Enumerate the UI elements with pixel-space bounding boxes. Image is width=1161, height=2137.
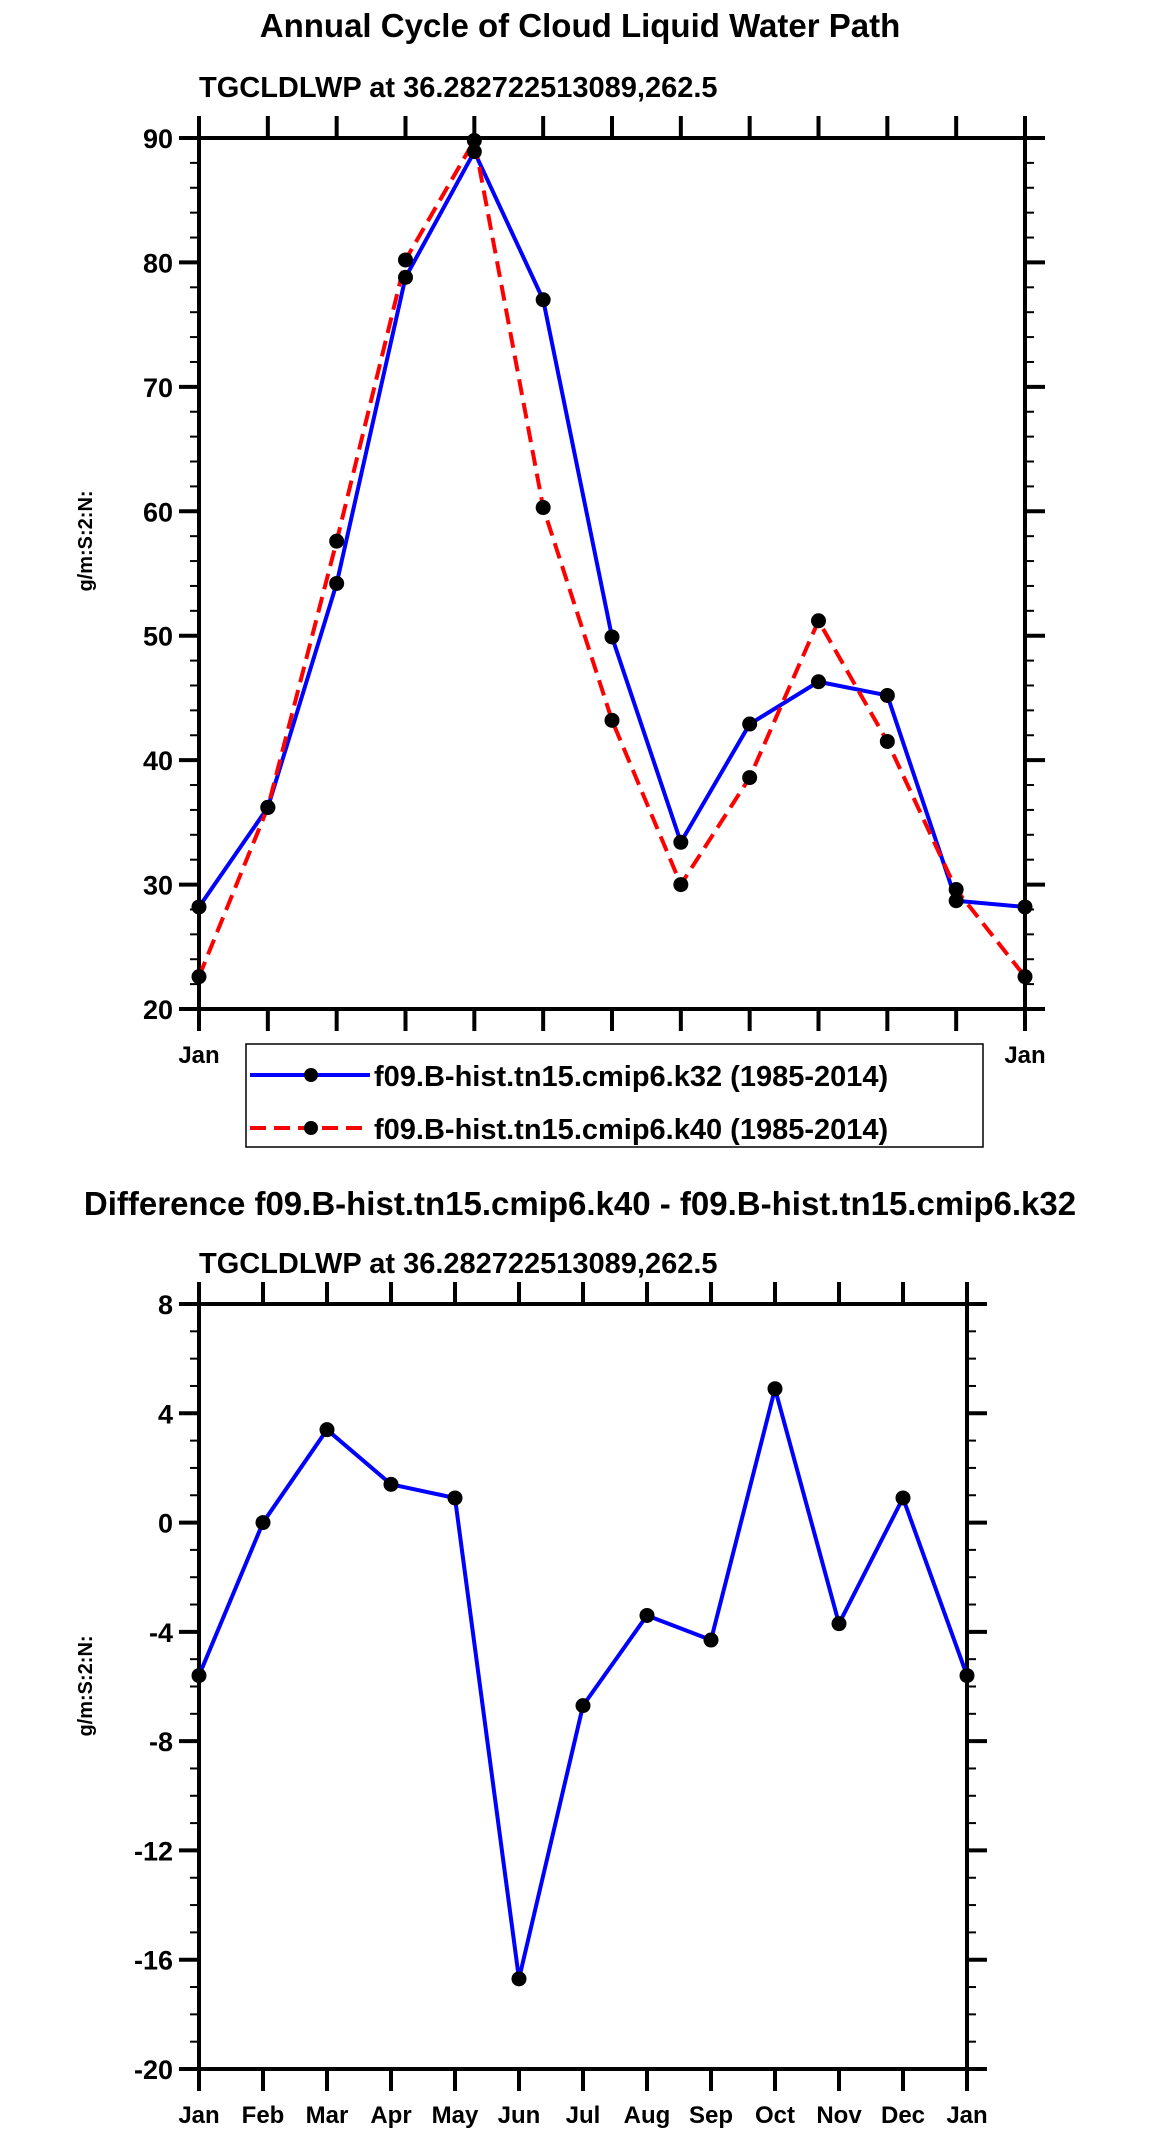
legend-label-k32: f09.B-hist.tn15.cmip6.k32 (1985-2014) (374, 1061, 888, 1093)
data-point-0 (329, 575, 345, 591)
y-tick-label: 4 (158, 1399, 173, 1429)
x-tick-label: Oct (755, 2102, 795, 2129)
data-point-0 (191, 1668, 207, 1684)
data-point-0 (639, 1607, 655, 1623)
x-tick-label: Jan (178, 1042, 219, 1069)
data-point-0 (767, 1381, 783, 1397)
data-point-0 (879, 687, 895, 703)
data-point-0 (535, 292, 551, 308)
y-tick-label: 8 (158, 1290, 173, 1320)
legend-entry-k40: f09.B-hist.tn15.cmip6.k40 (1985-2014) (250, 1114, 888, 1146)
x-tick-label: Jan (1004, 1042, 1045, 1069)
data-point-0 (319, 1422, 335, 1438)
data-point-0 (466, 144, 482, 160)
y-tick-label: 70 (143, 373, 173, 403)
series-line-0 (197, 1386, 969, 1981)
x-tick-label: Aug (624, 2102, 671, 2129)
data-point-0 (948, 893, 964, 909)
data-point-0 (604, 629, 620, 645)
data-point-0 (383, 1476, 399, 1492)
y-tick-label: 40 (143, 746, 173, 776)
data-point-0 (575, 1698, 591, 1714)
data-point-0 (191, 899, 207, 915)
legend-label-k40: f09.B-hist.tn15.cmip6.k40 (1985-2014) (374, 1114, 888, 1146)
x-tick-label: May (432, 2102, 479, 2129)
data-point-1 (1017, 969, 1033, 985)
y-tick-label: 90 (143, 124, 173, 154)
y-tick-label: -12 (134, 1836, 173, 1866)
data-point-1 (879, 733, 895, 749)
x-tick-label: Dec (881, 2102, 925, 2129)
y-tick-label: 60 (143, 497, 173, 527)
bottom-chart-plot: -20 -16 -12 -8 -4 0 4 8 Jan Feb Mar Apr May Jun Jul Aug… (134, 1282, 988, 2129)
data-point-1 (329, 533, 345, 549)
y-tick-label: 80 (143, 248, 173, 278)
legend-entry-k32: f09.B-hist.tn15.cmip6.k32 (1985-2014) (250, 1061, 888, 1093)
y-tick-label: -8 (149, 1727, 173, 1757)
x-tick-label: Jul (566, 2102, 601, 2129)
data-point-0 (959, 1668, 975, 1684)
top-chart-plot: 2030405060708090JanFebMarAprMayJunJulAug… (143, 116, 1046, 1069)
data-point-1 (535, 500, 551, 516)
data-point-1 (466, 132, 482, 148)
series-line-0 (197, 149, 1026, 909)
y-tick-label: -4 (149, 1618, 173, 1648)
x-tick-label: Apr (370, 2102, 411, 2129)
data-point-1 (948, 882, 964, 898)
series-line-1 (197, 138, 1027, 978)
data-point-1 (604, 712, 620, 728)
x-tick-label: Jan (178, 2102, 219, 2129)
legend: f09.B-hist.tn15.cmip6.k32 (1985-2014) f0… (245, 1043, 984, 1148)
data-point-1 (260, 799, 276, 815)
top-chart-ylabel: g/m:S:2:N: (75, 490, 97, 591)
bottom-chart-subtitle: TGCLDLWP at 36.282722513089,262.5 (199, 1248, 718, 1280)
legend-marker-k32 (304, 1068, 318, 1082)
plot-frame (197, 1302, 969, 2071)
data-point-1 (191, 969, 207, 985)
data-point-1 (398, 252, 413, 268)
data-point-0 (703, 1632, 719, 1648)
top-chart-title: Annual Cycle of Cloud Liquid Water Path (260, 7, 900, 44)
x-tick-label: Mar (306, 2102, 349, 2129)
data-point-0 (1017, 899, 1033, 915)
data-point-1 (742, 770, 758, 786)
top-chart-subtitle: TGCLDLWP at 36.282722513089,262.5 (199, 72, 718, 104)
bottom-chart-ylabel: g/m:S:2:N: (75, 1635, 97, 1736)
legend-marker-k40 (304, 1121, 318, 1135)
data-point-0 (811, 674, 826, 690)
x-tick-label: Feb (242, 2102, 285, 2129)
data-point-0 (398, 269, 413, 285)
data-point-1 (673, 877, 689, 893)
data-point-0 (742, 716, 758, 732)
data-point-0 (447, 1490, 463, 1506)
y-tick-label: -16 (134, 1946, 173, 1976)
x-tick-label: Nov (816, 2102, 862, 2129)
data-point-1 (811, 613, 826, 629)
y-tick-label: -20 (134, 2055, 173, 2085)
data-point-0 (511, 1971, 527, 1987)
y-tick-label: 20 (143, 995, 173, 1025)
plot-frame (197, 136, 1027, 1011)
data-point-0 (673, 834, 689, 850)
data-point-0 (831, 1616, 847, 1632)
y-tick-label: 0 (158, 1509, 173, 1539)
x-tick-label: Jan (946, 2102, 987, 2129)
legend-box (245, 1043, 984, 1148)
data-point-0 (255, 1515, 271, 1531)
y-tick-label: 50 (143, 622, 173, 652)
y-tick-label: 30 (143, 871, 173, 901)
x-tick-label: Jun (498, 2102, 541, 2129)
data-point-0 (895, 1490, 911, 1506)
x-tick-label: Sep (689, 2102, 733, 2129)
bottom-chart-title: Difference f09.B-hist.tn15.cmip6.k40 - f… (84, 1185, 1076, 1222)
